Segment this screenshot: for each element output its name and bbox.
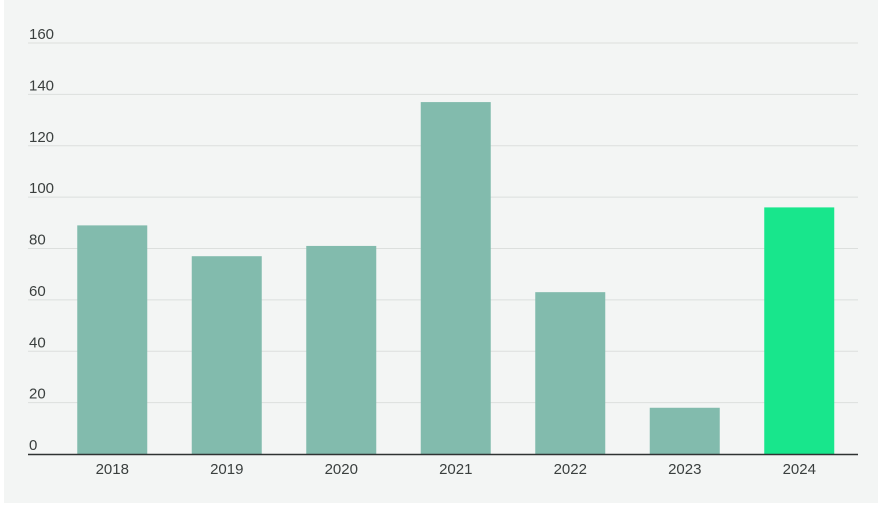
y-tick-label: 80 xyxy=(29,232,46,249)
y-tick-label: 60 xyxy=(29,283,46,300)
bar-2019 xyxy=(191,256,262,454)
chart-panel: 0 20 40 60 80 100 120 140 160 2018 2019 2020 2021 20… xyxy=(4,0,878,503)
y-tick-label: 20 xyxy=(29,386,46,403)
y-axis-ticks: 0 20 40 60 80 100 120 140 160 xyxy=(29,26,54,454)
x-tick-label: 2018 xyxy=(96,461,129,478)
bar-2022 xyxy=(535,292,606,454)
y-tick-label: 160 xyxy=(29,26,54,43)
bar-2024 xyxy=(764,207,835,454)
bars xyxy=(77,102,835,455)
x-tick-label: 2024 xyxy=(783,461,816,478)
x-axis-ticks: 2018 2019 2020 2021 2022 2023 2024 xyxy=(96,461,816,478)
bar-2018 xyxy=(77,225,148,454)
y-tick-label: 100 xyxy=(29,180,54,197)
bar-2020 xyxy=(306,245,377,454)
y-tick-label: 0 xyxy=(29,437,37,454)
x-tick-label: 2022 xyxy=(554,461,587,478)
bar-2023 xyxy=(649,407,720,454)
y-tick-label: 40 xyxy=(29,334,46,351)
bar-2021 xyxy=(420,102,491,455)
x-tick-label: 2020 xyxy=(325,461,358,478)
x-tick-label: 2023 xyxy=(668,461,701,478)
x-tick-label: 2019 xyxy=(210,461,243,478)
x-tick-label: 2021 xyxy=(439,461,472,478)
y-tick-label: 140 xyxy=(29,77,54,94)
y-tick-label: 120 xyxy=(29,129,54,146)
